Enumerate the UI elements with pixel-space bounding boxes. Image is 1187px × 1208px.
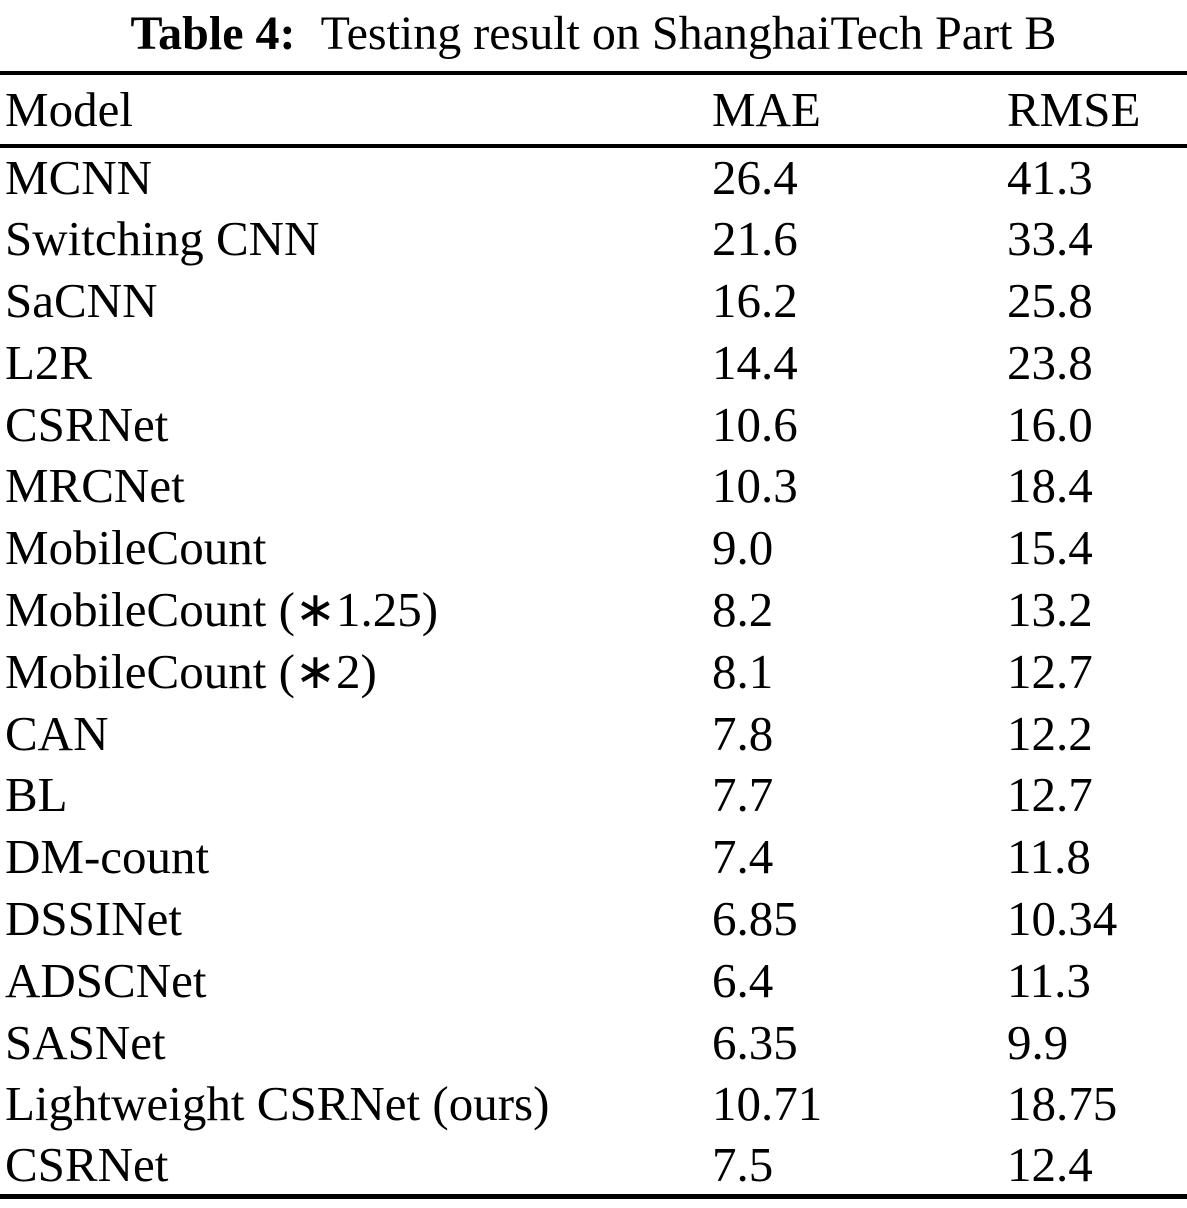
rmse-cell: 13.2 bbox=[1007, 581, 1093, 637]
model-cell: Switching CNN bbox=[5, 211, 320, 267]
table-row: MobileCount (∗2) 8.1 12.7 bbox=[0, 640, 1187, 702]
mae-cell: 7.7 bbox=[712, 767, 774, 823]
table-header-row: Model MAE RMSE bbox=[0, 73, 1187, 146]
rmse-cell: 12.7 bbox=[1007, 643, 1093, 699]
model-cell: CAN bbox=[5, 705, 109, 761]
rmse-cell: 41.3 bbox=[1007, 150, 1093, 206]
column-header-model: Model bbox=[5, 82, 133, 137]
column-header-rmse: RMSE bbox=[1007, 82, 1141, 137]
table-row: CAN 7.8 12.2 bbox=[0, 702, 1187, 764]
rmse-cell: 18.75 bbox=[1007, 1076, 1118, 1132]
rmse-cell: 16.0 bbox=[1007, 396, 1093, 452]
mae-cell: 26.4 bbox=[712, 150, 798, 206]
table-row: MRCNet 10.3 18.4 bbox=[0, 455, 1187, 517]
mae-cell: 7.5 bbox=[712, 1136, 774, 1192]
mae-cell: 7.8 bbox=[712, 705, 774, 761]
model-cell: MobileCount bbox=[5, 520, 267, 576]
model-cell: BL bbox=[5, 767, 68, 823]
rmse-cell: 12.4 bbox=[1007, 1136, 1093, 1192]
table-row: DM-count 7.4 11.8 bbox=[0, 826, 1187, 888]
mae-cell: 21.6 bbox=[712, 211, 798, 267]
model-cell: L2R bbox=[5, 334, 93, 390]
table-row: SaCNN 16.2 25.8 bbox=[0, 270, 1187, 332]
table-caption: Table 4: Testing result on ShanghaiTech … bbox=[0, 0, 1187, 62]
model-cell: CSRNet bbox=[5, 1136, 169, 1192]
table-row: L2R 14.4 23.8 bbox=[0, 331, 1187, 393]
mae-cell: 6.85 bbox=[712, 890, 798, 946]
table-row: DSSINet 6.85 10.34 bbox=[0, 888, 1187, 950]
table-row: SASNet 6.35 9.9 bbox=[0, 1011, 1187, 1073]
table-row: MobileCount (∗1.25) 8.2 13.2 bbox=[0, 579, 1187, 641]
table-caption-label: Table 4: bbox=[130, 7, 296, 60]
rmse-cell: 9.9 bbox=[1007, 1014, 1069, 1070]
model-cell: Lightweight CSRNet (ours) bbox=[5, 1076, 550, 1132]
model-cell: SaCNN bbox=[5, 272, 158, 328]
table-caption-text: Testing result on ShanghaiTech Part B bbox=[320, 7, 1057, 60]
table-row: CSRNet 7.5 12.4 bbox=[0, 1135, 1187, 1197]
mae-cell: 8.2 bbox=[712, 581, 774, 637]
mae-cell: 6.4 bbox=[712, 952, 774, 1008]
results-table: Model MAE RMSE MCNN 26.4 41.3 Switching … bbox=[0, 71, 1187, 1200]
model-cell: CSRNet bbox=[5, 396, 169, 452]
column-header-mae: MAE bbox=[712, 82, 821, 137]
table-row: CSRNet 10.6 16.0 bbox=[0, 393, 1187, 455]
rmse-cell: 12.7 bbox=[1007, 767, 1093, 823]
table-row: MCNN 26.4 41.3 bbox=[0, 146, 1187, 208]
mae-cell: 8.1 bbox=[712, 643, 774, 699]
table-row: ADSCNet 6.4 11.3 bbox=[0, 949, 1187, 1011]
mae-cell: 10.6 bbox=[712, 396, 798, 452]
model-cell: SASNet bbox=[5, 1014, 166, 1070]
model-cell: MobileCount (∗1.25) bbox=[5, 581, 439, 637]
model-cell: ADSCNet bbox=[5, 952, 207, 1008]
rmse-cell: 25.8 bbox=[1007, 272, 1093, 328]
mae-cell: 9.0 bbox=[712, 520, 774, 576]
rmse-cell: 10.34 bbox=[1007, 890, 1118, 946]
mae-cell: 14.4 bbox=[712, 334, 798, 390]
mae-cell: 6.35 bbox=[712, 1014, 798, 1070]
table-row: BL 7.7 12.7 bbox=[0, 764, 1187, 826]
model-cell: MobileCount (∗2) bbox=[5, 643, 377, 699]
model-cell: MCNN bbox=[5, 150, 153, 206]
mae-cell: 16.2 bbox=[712, 272, 798, 328]
mae-cell: 10.71 bbox=[712, 1076, 823, 1132]
rmse-cell: 11.8 bbox=[1007, 829, 1091, 885]
table-row: MobileCount 9.0 15.4 bbox=[0, 517, 1187, 579]
rmse-cell: 33.4 bbox=[1007, 211, 1093, 267]
mae-cell: 7.4 bbox=[712, 829, 774, 885]
model-cell: DM-count bbox=[5, 829, 210, 885]
rmse-cell: 23.8 bbox=[1007, 334, 1093, 390]
model-cell: DSSINet bbox=[5, 890, 182, 946]
rmse-cell: 15.4 bbox=[1007, 520, 1093, 576]
table-row: Switching CNN 21.6 33.4 bbox=[0, 208, 1187, 270]
mae-cell: 10.3 bbox=[712, 458, 798, 514]
model-cell: MRCNet bbox=[5, 458, 185, 514]
rmse-cell: 11.3 bbox=[1007, 952, 1091, 1008]
rmse-cell: 18.4 bbox=[1007, 458, 1093, 514]
table-row: Lightweight CSRNet (ours) 10.71 18.75 bbox=[0, 1073, 1187, 1135]
rmse-cell: 12.2 bbox=[1007, 705, 1093, 761]
